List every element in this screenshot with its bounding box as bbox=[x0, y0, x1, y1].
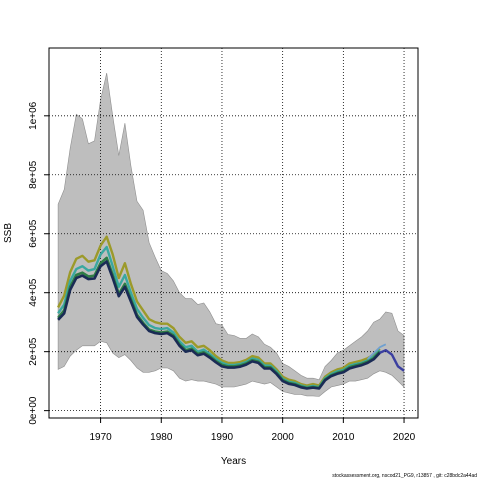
y-tick-label: 1e+06 bbox=[28, 101, 39, 130]
series-line-navy bbox=[57, 260, 381, 390]
series-layer bbox=[57, 235, 405, 390]
x-tick-label: 1980 bbox=[150, 432, 173, 443]
x-tick-label: 2010 bbox=[332, 432, 355, 443]
y-tick-label: 0e+00 bbox=[28, 396, 39, 425]
x-axis-label: Years bbox=[221, 456, 246, 467]
confidence-band-layer bbox=[57, 73, 405, 397]
x-tick-label: 1990 bbox=[211, 432, 234, 443]
x-axis: 1970 1980 1990 2000 2010 2020 bbox=[89, 418, 416, 443]
confidence-band bbox=[57, 73, 405, 397]
y-tick-label: 8e+05 bbox=[28, 160, 39, 189]
y-tick-label: 6e+05 bbox=[28, 219, 39, 248]
x-tick-label: 2000 bbox=[272, 432, 295, 443]
plot-frame bbox=[48, 47, 419, 419]
tail-line bbox=[379, 349, 405, 372]
y-tick-label: 4e+05 bbox=[28, 278, 39, 307]
y-tick-label: 2e+05 bbox=[28, 337, 39, 366]
x-tick-label: 1970 bbox=[89, 432, 112, 443]
y-axis-label: SSB bbox=[3, 223, 14, 243]
x-tick-label: 2020 bbox=[393, 432, 416, 443]
y-axis: 0e+00 2e+05 4e+05 6e+05 8e+05 1e+06 bbox=[28, 101, 49, 425]
tail-line-light bbox=[366, 343, 387, 360]
credit-text: stockassessment.org, nscod21_PG9, r13857… bbox=[332, 473, 477, 479]
series-line-gold bbox=[57, 235, 381, 387]
